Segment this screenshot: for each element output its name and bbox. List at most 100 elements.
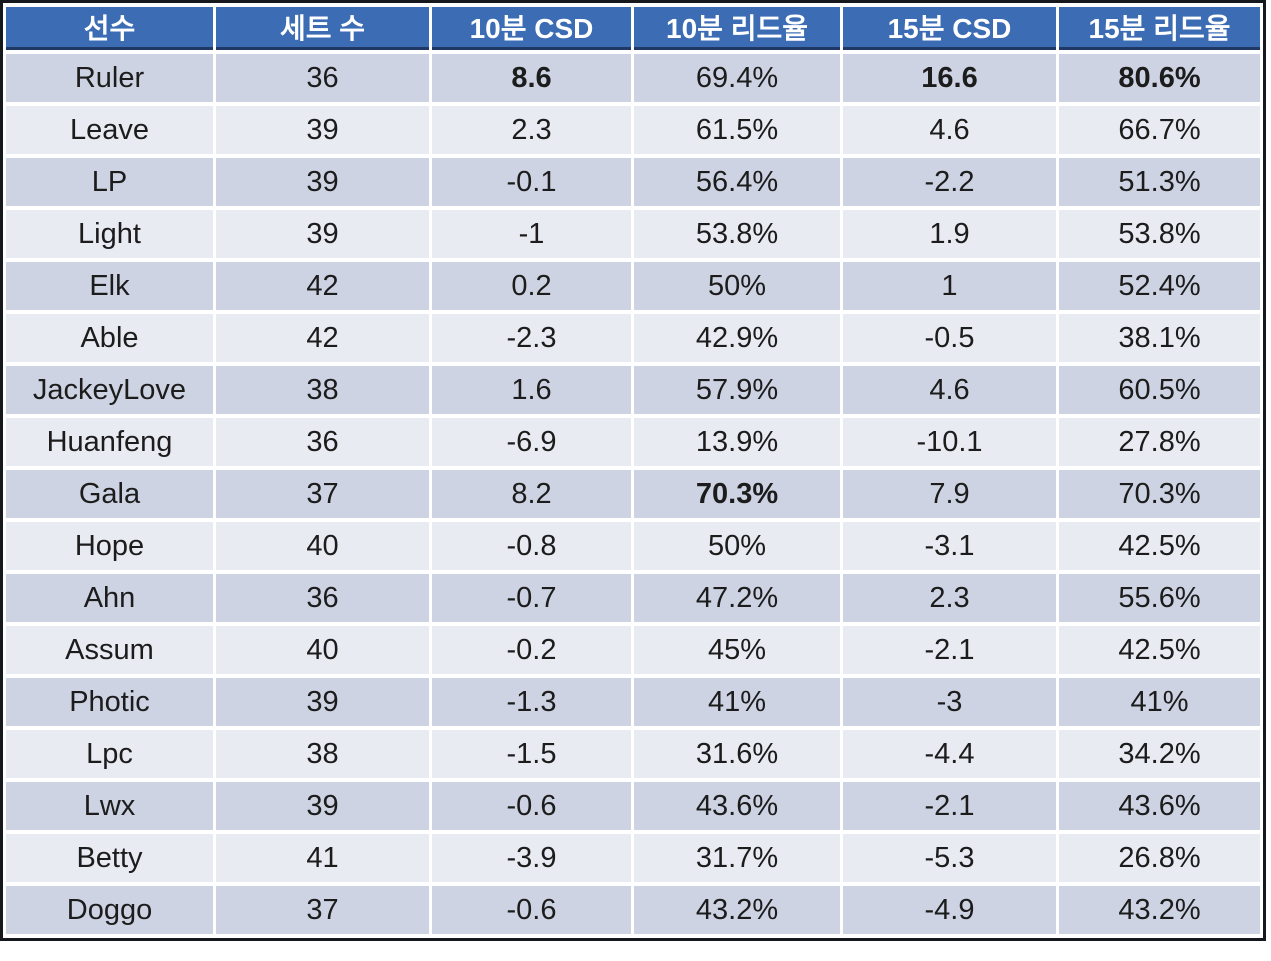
table-header: 선수 세트 수 10분 CSD 10분 리드율 15분 CSD 15분 리드율 — [6, 7, 1260, 50]
cell-sets: 42 — [216, 314, 429, 362]
column-header-csd15: 15분 CSD — [843, 7, 1056, 50]
cell-sets: 38 — [216, 730, 429, 778]
cell-lead10: 42.9% — [634, 314, 840, 362]
cell-lead15: 60.5% — [1059, 366, 1260, 414]
cell-lead10: 31.7% — [634, 834, 840, 882]
cell-lead15: 66.7% — [1059, 106, 1260, 154]
cell-csd15: 16.6 — [843, 54, 1056, 102]
cell-player: Able — [6, 314, 213, 362]
cell-csd10: -0.1 — [432, 158, 631, 206]
cell-lead15: 43.6% — [1059, 782, 1260, 830]
cell-player: JackeyLove — [6, 366, 213, 414]
table-row: JackeyLove 38 1.6 57.9% 4.6 60.5% — [6, 366, 1260, 414]
cell-lead15: 38.1% — [1059, 314, 1260, 362]
cell-csd15: -0.5 — [843, 314, 1056, 362]
cell-lead10: 50% — [634, 522, 840, 570]
table-row: Lwx 39 -0.6 43.6% -2.1 43.6% — [6, 782, 1260, 830]
cell-csd10: -0.6 — [432, 782, 631, 830]
cell-csd15: 1.9 — [843, 210, 1056, 258]
cell-csd10: 8.2 — [432, 470, 631, 518]
cell-lead10: 13.9% — [634, 418, 840, 466]
table-row: Assum 40 -0.2 45% -2.1 42.5% — [6, 626, 1260, 674]
table-row: Gala 37 8.2 70.3% 7.9 70.3% — [6, 470, 1260, 518]
cell-player: Doggo — [6, 886, 213, 934]
cell-lead10: 70.3% — [634, 470, 840, 518]
cell-sets: 36 — [216, 574, 429, 622]
cell-lead10: 50% — [634, 262, 840, 310]
cell-player: Photic — [6, 678, 213, 726]
cell-lead15: 42.5% — [1059, 626, 1260, 674]
table-row: Betty 41 -3.9 31.7% -5.3 26.8% — [6, 834, 1260, 882]
cell-lead15: 26.8% — [1059, 834, 1260, 882]
table-row: Leave 39 2.3 61.5% 4.6 66.7% — [6, 106, 1260, 154]
cell-sets: 37 — [216, 886, 429, 934]
column-header-csd10: 10분 CSD — [432, 7, 631, 50]
cell-csd15: 4.6 — [843, 366, 1056, 414]
header-row: 선수 세트 수 10분 CSD 10분 리드율 15분 CSD 15분 리드율 — [6, 7, 1260, 50]
cell-sets: 36 — [216, 54, 429, 102]
cell-player: LP — [6, 158, 213, 206]
table-body: Ruler 36 8.6 69.4% 16.6 80.6% Leave 39 2.3 61.5% 4… — [6, 54, 1260, 934]
cell-csd10: -2.3 — [432, 314, 631, 362]
table-row: Lpc 38 -1.5 31.6% -4.4 34.2% — [6, 730, 1260, 778]
cell-lead10: 31.6% — [634, 730, 840, 778]
cell-player: Betty — [6, 834, 213, 882]
cell-lead15: 41% — [1059, 678, 1260, 726]
cell-csd10: -1 — [432, 210, 631, 258]
cell-player: Ruler — [6, 54, 213, 102]
cell-sets: 36 — [216, 418, 429, 466]
cell-sets: 40 — [216, 626, 429, 674]
cell-lead10: 43.6% — [634, 782, 840, 830]
cell-csd15: 1 — [843, 262, 1056, 310]
cell-csd10: -1.5 — [432, 730, 631, 778]
cell-lead10: 61.5% — [634, 106, 840, 154]
cell-lead10: 41% — [634, 678, 840, 726]
cell-csd15: 4.6 — [843, 106, 1056, 154]
cell-player: Light — [6, 210, 213, 258]
cell-sets: 41 — [216, 834, 429, 882]
cell-csd15: -5.3 — [843, 834, 1056, 882]
cell-csd15: -2.1 — [843, 626, 1056, 674]
cell-csd10: -0.6 — [432, 886, 631, 934]
column-header-sets: 세트 수 — [216, 7, 429, 50]
cell-csd10: -1.3 — [432, 678, 631, 726]
cell-lead10: 47.2% — [634, 574, 840, 622]
cell-lead15: 51.3% — [1059, 158, 1260, 206]
cell-lead10: 69.4% — [634, 54, 840, 102]
cell-lead15: 27.8% — [1059, 418, 1260, 466]
column-header-player: 선수 — [6, 7, 213, 50]
table-row: LP 39 -0.1 56.4% -2.2 51.3% — [6, 158, 1260, 206]
cell-sets: 39 — [216, 158, 429, 206]
cell-lead15: 43.2% — [1059, 886, 1260, 934]
cell-csd15: -10.1 — [843, 418, 1056, 466]
cell-lead10: 43.2% — [634, 886, 840, 934]
cell-sets: 42 — [216, 262, 429, 310]
cell-player: Assum — [6, 626, 213, 674]
cell-sets: 37 — [216, 470, 429, 518]
cell-lead15: 53.8% — [1059, 210, 1260, 258]
cell-csd10: 8.6 — [432, 54, 631, 102]
cell-csd15: 7.9 — [843, 470, 1056, 518]
cell-csd10: -0.2 — [432, 626, 631, 674]
cell-csd15: -4.4 — [843, 730, 1056, 778]
cell-lead15: 42.5% — [1059, 522, 1260, 570]
table-row: Elk 42 0.2 50% 1 52.4% — [6, 262, 1260, 310]
cell-csd15: 2.3 — [843, 574, 1056, 622]
cell-sets: 39 — [216, 210, 429, 258]
table-row: Able 42 -2.3 42.9% -0.5 38.1% — [6, 314, 1260, 362]
cell-csd15: -3 — [843, 678, 1056, 726]
cell-csd10: -0.8 — [432, 522, 631, 570]
cell-lead10: 45% — [634, 626, 840, 674]
cell-player: Hope — [6, 522, 213, 570]
cell-csd10: -6.9 — [432, 418, 631, 466]
column-header-lead10: 10분 리드율 — [634, 7, 840, 50]
cell-csd10: 2.3 — [432, 106, 631, 154]
cell-csd10: -3.9 — [432, 834, 631, 882]
cell-lead15: 55.6% — [1059, 574, 1260, 622]
cell-csd15: -3.1 — [843, 522, 1056, 570]
cell-csd15: -2.2 — [843, 158, 1056, 206]
table-row: Ruler 36 8.6 69.4% 16.6 80.6% — [6, 54, 1260, 102]
cell-csd10: 1.6 — [432, 366, 631, 414]
cell-player: Ahn — [6, 574, 213, 622]
cell-csd15: -2.1 — [843, 782, 1056, 830]
